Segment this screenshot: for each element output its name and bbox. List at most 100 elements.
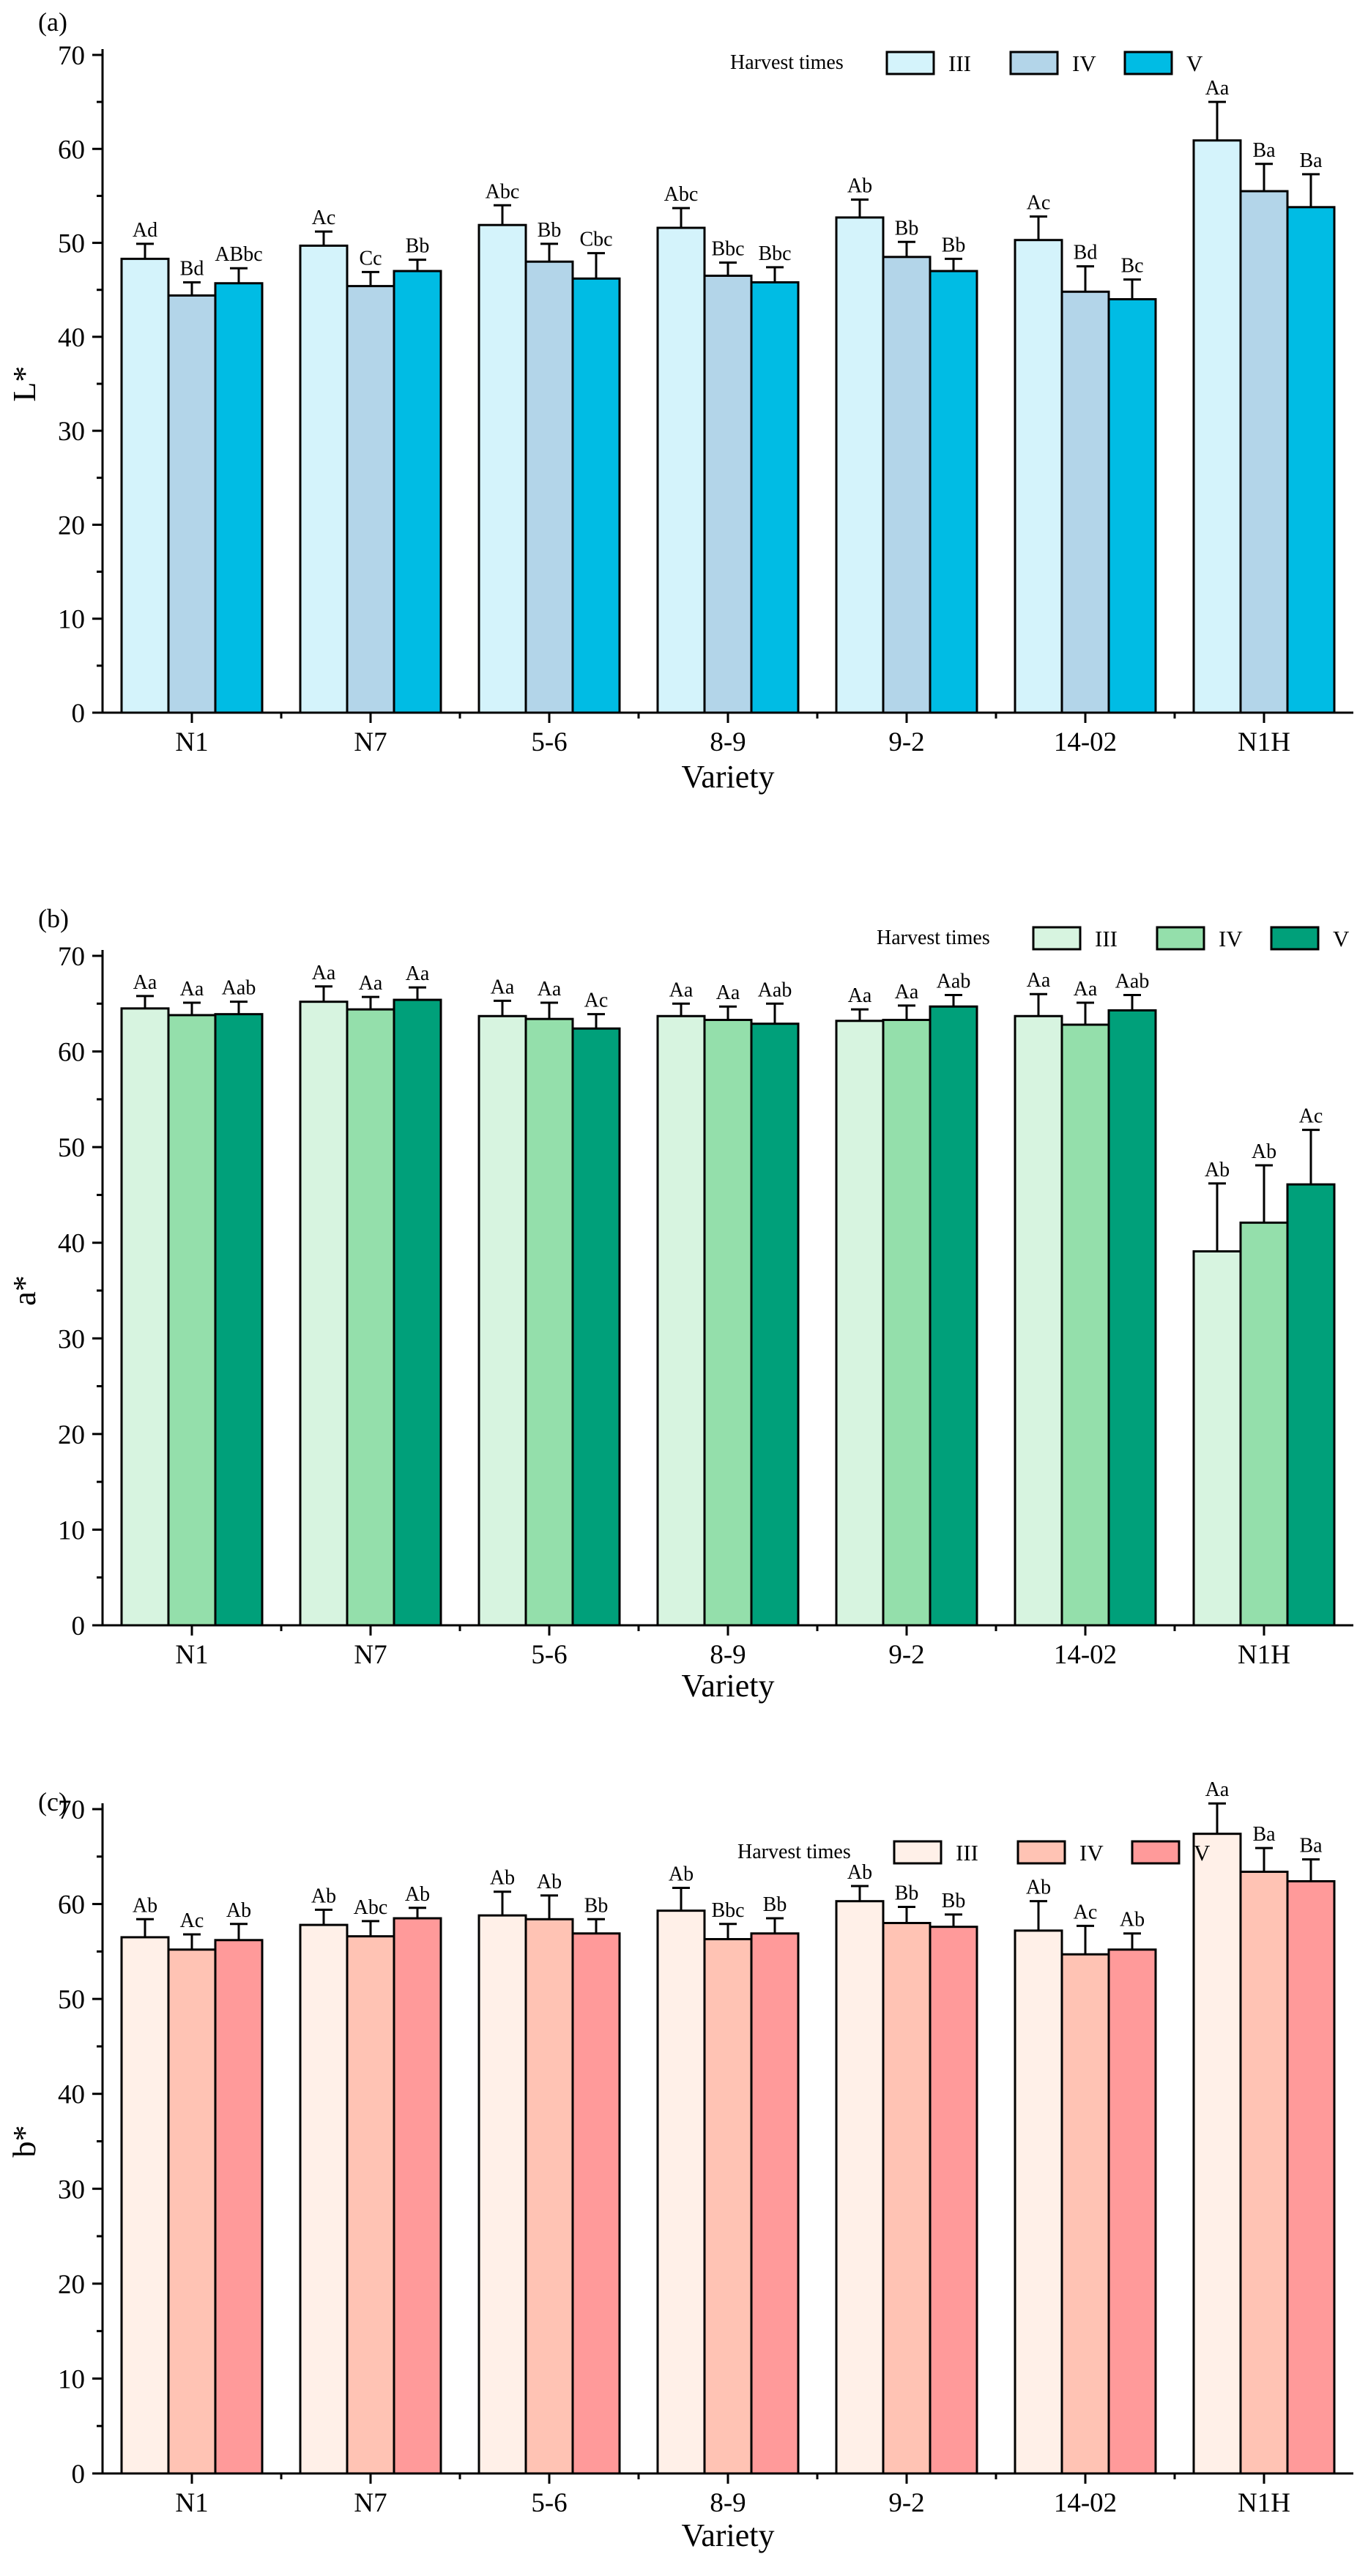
data-label: Ab [226,1899,251,1922]
x-tick-label: 9-2 [888,1640,924,1670]
panel-label: (a) [38,7,67,37]
data-label: Bbc [758,242,791,265]
y-axis-title: b* [7,2126,42,2158]
bar-III-N7 [299,1001,349,1627]
bar-IV-N1 [167,1948,217,2475]
data-label: Bb [763,1893,787,1916]
x-tick-label: 5-6 [531,2488,567,2518]
bar-III-N1H [1192,139,1242,714]
y-tick-label: 60 [58,1038,85,1068]
data-label: Bb [942,1890,966,1912]
data-label: Aa [1074,978,1098,1001]
bar-V-N1 [214,1013,264,1627]
y-tick-label: 0 [72,699,86,729]
y-tick-label: 0 [72,1611,86,1641]
x-tick-label: N1 [175,2488,208,2518]
y-tick-label: 70 [58,41,85,71]
x-tick-label: N7 [354,2488,387,2518]
data-label: Abc [486,180,520,203]
bar-V-14-02 [1107,298,1157,714]
data-label: Aa [669,979,694,1001]
bar-V-N1H [1286,1183,1336,1627]
bar-IV-N7 [346,1935,395,2475]
bar-IV-N1 [167,1014,217,1627]
y-tick-label: 40 [58,323,85,353]
legend-label: III [956,1840,978,1866]
bar-IV-5-6 [524,1918,574,2475]
bar-IV-5-6 [524,1017,574,1627]
bar-IV-9-2 [882,256,932,714]
bar-V-N7 [393,1917,442,2475]
bar-V-N7 [393,998,442,1627]
bar-III-9-2 [835,1900,885,2475]
data-label: Aab [758,979,792,1001]
legend-swatch-III [885,51,935,75]
bar-IV-8-9 [703,1018,753,1627]
bar-III-9-2 [835,216,885,714]
bar-III-8-9 [656,226,706,714]
bar-IV-9-2 [882,1018,932,1627]
data-label: Ac [180,1909,204,1932]
bar-IV-8-9 [703,274,753,714]
data-label: Ab [1120,1909,1145,1931]
data-label: Aa [1205,77,1230,100]
y-tick-label: 30 [58,1324,85,1354]
legend-swatch-V [1270,926,1320,951]
bar-V-N1 [214,1939,264,2475]
y-tick-label: 50 [58,1133,85,1163]
bar-III-N1 [120,1936,170,2475]
legend-label: III [1095,926,1118,951]
y-tick-label: 30 [58,2175,85,2205]
x-tick-label: N1H [1238,1640,1290,1670]
bar-III-8-9 [656,1909,706,2475]
data-label: Bbc [711,1899,744,1922]
x-tick-label: N7 [354,1640,387,1670]
bar-III-14-02 [1014,1014,1063,1627]
bar-V-5-6 [571,1027,621,1627]
x-tick-label: 9-2 [888,727,924,757]
bar-III-N7 [299,1923,349,2475]
data-label: Aa [359,972,383,995]
legend-swatch-V [1123,51,1173,75]
x-tick-label: 8-9 [710,727,746,757]
bar-V-14-02 [1107,1009,1157,1627]
x-tick-label: N1 [175,1640,208,1670]
data-label: Bd [180,257,204,280]
y-tick-label: 10 [58,2364,85,2394]
data-label: Aa [312,962,336,984]
y-axis-title: L* [7,366,42,402]
data-label: Ab [133,1894,157,1917]
y-tick-label: 40 [58,2080,85,2110]
legend-swatch-III [1032,926,1082,951]
bar-III-5-6 [477,1014,527,1627]
data-label: Ac [1299,1105,1323,1128]
y-tick-label: 20 [58,2270,85,2300]
y-tick-label: 10 [58,605,85,635]
panel-label: (b) [38,904,69,933]
bar-V-9-2 [929,1005,978,1627]
y-tick-label: 70 [58,942,85,972]
x-tick-label: 14-02 [1054,1640,1117,1670]
data-label: Ab [847,1861,872,1884]
data-label: Ab [1205,1159,1230,1181]
x-tick-label: N1H [1238,727,1290,757]
legend-label: IV [1079,1840,1104,1866]
bar-IV-8-9 [703,1938,753,2475]
bar-V-N1H [1286,1879,1336,2475]
bar-III-14-02 [1014,239,1063,714]
bar-V-5-6 [571,1932,621,2475]
x-tick-label: 14-02 [1054,727,1117,757]
y-tick-label: 10 [58,1515,85,1545]
x-tick-label: N7 [354,727,387,757]
data-label: Ad [133,219,157,242]
data-label: Aa [491,976,515,998]
data-label: Aa [848,984,872,1007]
data-label: Ab [537,1871,562,1893]
legend-swatch-IV [1016,1840,1066,1865]
bar-III-9-2 [835,1020,885,1627]
bar-V-N7 [393,270,442,714]
y-tick-label: 20 [58,511,85,541]
y-axis-title: a* [7,1275,42,1306]
bar-V-N1 [214,282,264,714]
x-tick-label: 5-6 [531,1640,567,1670]
